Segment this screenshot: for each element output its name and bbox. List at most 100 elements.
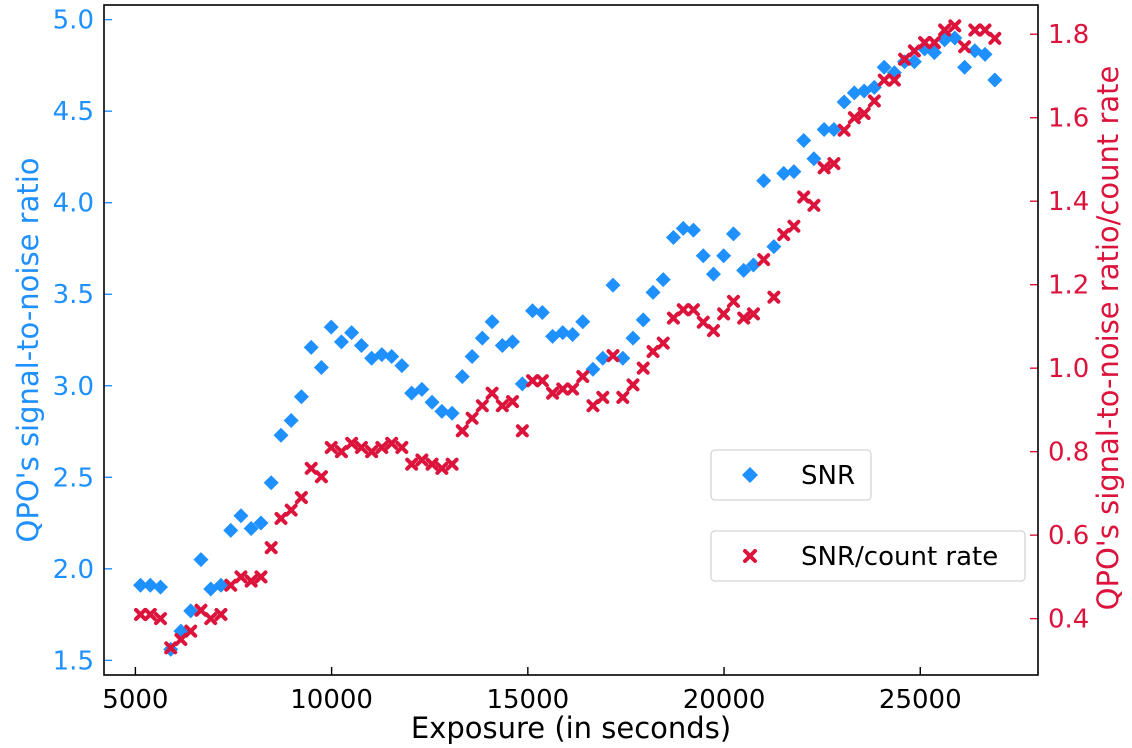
x-marker-stroke bbox=[244, 574, 258, 588]
snr-point bbox=[514, 376, 530, 392]
snr-count-rate-point bbox=[244, 574, 258, 588]
x-marker-stroke bbox=[365, 445, 379, 459]
snr-count-rate-point bbox=[184, 624, 198, 638]
x-marker-stroke bbox=[214, 607, 228, 621]
x-marker-stroke bbox=[405, 457, 419, 471]
x-marker-stroke bbox=[847, 111, 861, 125]
x-marker-stroke bbox=[656, 336, 670, 350]
snr-point bbox=[555, 325, 571, 341]
snr-point bbox=[736, 262, 752, 278]
snr-count-rate-point bbox=[164, 641, 178, 655]
legend-marker-diamond bbox=[742, 467, 758, 483]
snr-count-rate-point bbox=[797, 190, 811, 204]
x-marker-stroke bbox=[143, 607, 157, 621]
snr-point bbox=[353, 337, 369, 353]
snr-count-rate-point bbox=[415, 453, 429, 467]
x-marker-stroke bbox=[666, 311, 680, 325]
snr-count-rate-point bbox=[365, 445, 379, 459]
snr-count-rate-point bbox=[877, 73, 891, 87]
snr-point bbox=[796, 132, 812, 148]
x-marker-stroke bbox=[415, 453, 429, 467]
snr-count-rate-point bbox=[726, 294, 740, 308]
legend-box-snr-count-rate bbox=[710, 530, 1026, 582]
snr-count-rate-point bbox=[194, 603, 208, 617]
snr-count-rate-point bbox=[746, 307, 760, 321]
y-left-tick-label: 3.0 bbox=[53, 372, 94, 402]
snr-point bbox=[434, 403, 450, 419]
snr-count-rate-point bbox=[506, 395, 520, 409]
snr-count-rate-point bbox=[696, 315, 710, 329]
snr-count-rate-point bbox=[535, 374, 549, 388]
snr-point bbox=[263, 475, 279, 491]
x-marker-stroke bbox=[264, 541, 278, 555]
snr-count-rate-point bbox=[455, 424, 469, 438]
x-marker-stroke bbox=[676, 303, 690, 317]
x-marker-stroke bbox=[918, 36, 932, 50]
x-marker-stroke bbox=[546, 386, 560, 400]
marks-layer bbox=[132, 19, 1003, 657]
snr-point bbox=[876, 59, 892, 75]
snr-point bbox=[273, 427, 289, 443]
y-right-tick-label: 0.8 bbox=[1048, 438, 1089, 468]
snr-count-rate-point bbox=[143, 607, 157, 621]
snr-count-rate-point bbox=[907, 44, 921, 58]
snr-point bbox=[776, 165, 792, 181]
snr-count-rate-point bbox=[334, 445, 348, 459]
x-marker-stroke bbox=[224, 578, 238, 592]
snr-point bbox=[957, 59, 973, 75]
x-marker-stroke bbox=[807, 198, 821, 212]
snr-count-rate-point bbox=[787, 219, 801, 233]
x-marker-stroke bbox=[395, 440, 409, 454]
x-marker-stroke bbox=[154, 612, 168, 626]
x-marker-stroke bbox=[526, 374, 540, 388]
snr-point bbox=[565, 327, 581, 343]
snr-point bbox=[987, 72, 1003, 88]
snr-count-rate-point bbox=[938, 23, 952, 37]
snr-point bbox=[394, 358, 410, 374]
snr-count-rate-point bbox=[676, 303, 690, 317]
snr-count-rate-point bbox=[646, 344, 660, 358]
x-marker-stroke bbox=[254, 570, 268, 584]
x-marker-stroke bbox=[968, 23, 982, 37]
snr-point bbox=[977, 46, 993, 62]
snr-point bbox=[766, 239, 782, 255]
y-right-tick-label: 1.2 bbox=[1048, 271, 1089, 301]
snr-point bbox=[464, 348, 480, 364]
snr-point bbox=[575, 314, 591, 330]
x-marker-stroke bbox=[586, 399, 600, 413]
x-marker-stroke bbox=[787, 219, 801, 233]
snr-count-rate-point bbox=[445, 457, 459, 471]
y-left-axis-title: QPO's signal-to-noise ratio bbox=[11, 157, 45, 542]
snr-point bbox=[716, 248, 732, 264]
ticks-layer: 5000 10000 15000 20000 25000 1.5 2.0 2.5 3.0 3.5 4… bbox=[53, 6, 1090, 715]
x-marker-stroke bbox=[696, 315, 710, 329]
snr-count-rate-point bbox=[174, 633, 188, 647]
snr-count-rate-point bbox=[837, 123, 851, 137]
snr-count-rate-point bbox=[827, 157, 841, 171]
snr-count-rate-point bbox=[757, 253, 771, 267]
snr-count-rate-point bbox=[264, 541, 278, 555]
x-tick-label: 10000 bbox=[290, 685, 373, 715]
snr-point bbox=[313, 359, 329, 375]
snr-point bbox=[615, 350, 631, 366]
snr-count-rate-point bbox=[717, 307, 731, 321]
x-marker-stroke bbox=[556, 382, 570, 396]
snr-point bbox=[906, 54, 922, 70]
snr-point bbox=[384, 348, 400, 364]
x-tick-label: 5000 bbox=[102, 685, 168, 715]
x-marker-stroke bbox=[706, 324, 720, 338]
snr-count-rate-point bbox=[918, 36, 932, 50]
snr-point bbox=[142, 577, 158, 593]
legend-diamond-icon bbox=[742, 467, 758, 483]
x-marker-stroke bbox=[234, 570, 248, 584]
snr-point bbox=[705, 266, 721, 282]
snr-point bbox=[725, 226, 741, 242]
x-marker-stroke bbox=[576, 370, 590, 384]
x-marker-stroke bbox=[726, 294, 740, 308]
x-marker-stroke bbox=[877, 73, 891, 87]
x-marker-stroke bbox=[324, 440, 338, 454]
snr-count-rate-point bbox=[526, 374, 540, 388]
x-tick-label: 25000 bbox=[879, 685, 962, 715]
x-marker-stroke bbox=[907, 44, 921, 58]
